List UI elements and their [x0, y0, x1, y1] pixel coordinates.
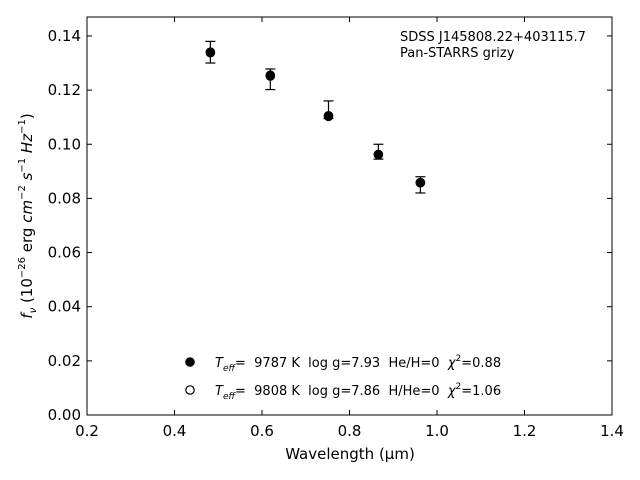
y-tick-label: 0.02: [48, 352, 81, 370]
model-point-open: [323, 111, 334, 122]
y-tick-label: 0.10: [48, 135, 81, 153]
y-tick-label: 0.06: [48, 244, 81, 262]
y-tick-label: 0.14: [48, 27, 81, 45]
x-tick-label: 0.4: [163, 422, 187, 440]
data-marks: [205, 40, 426, 194]
x-tick-label: 1.0: [425, 422, 449, 440]
legend-entry-2: Teff= 9808 K log g=7.86 H/He=0 χ2=1.06: [215, 382, 501, 402]
x-axis-label: Wavelength (μm): [285, 445, 415, 463]
legend-marker-filled: [185, 357, 195, 367]
annotation-line-2: Pan-STARRS grizy: [400, 46, 515, 61]
plot-area: [86, 16, 613, 416]
model-point-open: [373, 149, 384, 160]
legend-marker-open: [185, 385, 195, 395]
legend-entry-1: Teff= 9787 K log g=7.93 He/H=0 χ2=0.88: [215, 354, 501, 374]
y-axis-label: fν (10−26 erg cm−2 s−1 Hz−1): [17, 113, 39, 318]
x-tick-label: 0.8: [338, 422, 362, 440]
x-tick-label: 0.2: [75, 422, 99, 440]
x-tick-label: 1.4: [600, 422, 624, 440]
y-axis-ticks: 0.00 0.02 0.04 0.06 0.08 0.10 0.12 0.14: [48, 27, 612, 424]
y-tick-label: 0.12: [48, 81, 81, 99]
model-point-open: [415, 177, 426, 188]
annotation-line-1: SDSS J145808.22+403115.7: [400, 30, 586, 45]
x-axis-ticks: 0.2 0.4 0.6 0.8 1.0 1.2 1.4: [75, 17, 624, 440]
y-tick-label: 0.04: [48, 298, 81, 316]
x-tick-label: 0.6: [250, 422, 274, 440]
legend: Teff= 9787 K log g=7.93 He/H=0 χ2=0.88 T…: [185, 354, 501, 402]
model-point-open: [205, 47, 216, 58]
y-tick-label: 0.08: [48, 189, 81, 207]
model-point-open: [265, 71, 276, 81]
y-tick-label: 0.00: [48, 406, 81, 424]
x-tick-label: 1.2: [513, 422, 537, 440]
